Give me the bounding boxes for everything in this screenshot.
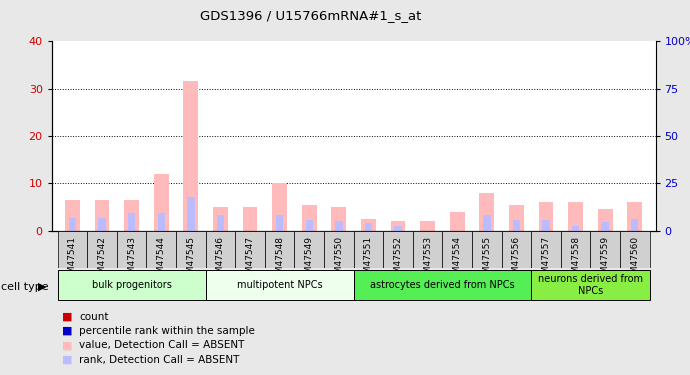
Bar [95,200,110,231]
Bar [365,223,372,231]
Text: GSM47554: GSM47554 [453,236,462,285]
Bar [324,231,354,268]
Bar [187,198,195,231]
Text: GSM47550: GSM47550 [335,236,344,285]
Bar [509,205,524,231]
Bar [598,209,613,231]
Text: GSM47545: GSM47545 [186,236,195,285]
Bar [631,219,638,231]
Text: GSM47556: GSM47556 [512,236,521,285]
Text: cell type: cell type [1,282,49,292]
Text: GSM47543: GSM47543 [127,236,136,285]
Bar [58,231,87,268]
Text: ■: ■ [62,326,72,336]
Text: GSM47560: GSM47560 [630,236,639,285]
Bar [591,231,620,268]
Text: neurons derived from
NPCs: neurons derived from NPCs [538,274,643,296]
Bar [243,207,257,231]
Bar [302,205,317,231]
Bar [353,270,531,300]
Bar [542,220,550,231]
Bar [176,231,206,268]
Text: GSM47552: GSM47552 [393,236,402,285]
Text: GSM47548: GSM47548 [275,236,284,285]
Bar [331,207,346,231]
Bar [531,270,649,300]
Text: GSM47557: GSM47557 [542,236,551,285]
Bar [480,193,494,231]
Text: ■: ■ [62,312,72,322]
Text: GDS1396 / U15766mRNA#1_s_at: GDS1396 / U15766mRNA#1_s_at [200,9,421,22]
Bar [513,220,520,231]
Bar [306,220,313,231]
Bar [383,231,413,268]
Text: GSM47547: GSM47547 [246,236,255,285]
Bar [620,231,649,268]
Bar [502,231,531,268]
Bar [124,200,139,231]
Bar [483,216,491,231]
Bar [99,218,106,231]
Bar [65,200,80,231]
Bar [265,231,295,268]
Bar [206,231,235,268]
Bar [154,174,168,231]
Text: ■: ■ [62,340,72,350]
Bar [295,231,324,268]
Bar [58,270,206,300]
Bar [572,226,580,231]
Bar [472,231,502,268]
Bar [69,218,76,231]
Bar [157,213,165,231]
Bar [450,211,464,231]
Bar [561,231,591,268]
Bar [128,213,135,231]
Bar [213,207,228,231]
Bar [273,183,287,231]
Bar [568,202,583,231]
Text: percentile rank within the sample: percentile rank within the sample [79,326,255,336]
Text: GSM47546: GSM47546 [216,236,225,285]
Bar [627,202,642,231]
Bar [602,222,609,231]
Bar [413,231,442,268]
Bar [235,231,265,268]
Bar [353,231,383,268]
Text: rank, Detection Call = ABSENT: rank, Detection Call = ABSENT [79,355,239,364]
Bar [117,231,146,268]
Bar [442,231,472,268]
Text: astrocytes derived from NPCs: astrocytes derived from NPCs [370,280,515,290]
Bar [420,221,435,231]
Text: GSM47549: GSM47549 [305,236,314,285]
Text: GSM47555: GSM47555 [482,236,491,285]
Text: GSM47544: GSM47544 [157,236,166,285]
Bar [394,226,402,231]
Text: GSM47559: GSM47559 [601,236,610,285]
Text: multipotent NPCs: multipotent NPCs [237,280,322,290]
Text: GSM47551: GSM47551 [364,236,373,285]
Text: bulk progenitors: bulk progenitors [92,280,172,290]
Bar [539,202,553,231]
Text: count: count [79,312,109,322]
Bar [146,231,176,268]
Text: GSM47541: GSM47541 [68,236,77,285]
Bar [391,221,406,231]
Bar [206,270,354,300]
Bar [361,219,376,231]
Bar [276,214,284,231]
Text: GSM47553: GSM47553 [423,236,432,285]
Text: value, Detection Call = ABSENT: value, Detection Call = ABSENT [79,340,245,350]
Text: GSM47558: GSM47558 [571,236,580,285]
Bar [184,81,198,231]
Text: ■: ■ [62,355,72,364]
Bar [531,231,561,268]
Bar [87,231,117,268]
Bar [217,216,224,231]
Bar [335,221,342,231]
Text: ▶: ▶ [39,282,47,292]
Text: GSM47542: GSM47542 [97,236,106,285]
